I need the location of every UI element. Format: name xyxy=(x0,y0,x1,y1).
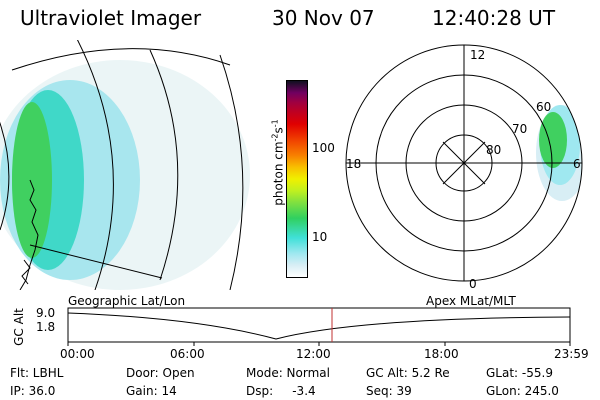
info-mode: Mode: Normal xyxy=(246,366,330,380)
aurora-green xyxy=(12,102,52,258)
info-gc-alt: GC Alt: 5.2 Re xyxy=(366,366,450,380)
polar-aurora-green xyxy=(539,112,567,168)
colorbar-label-main: photon cm xyxy=(271,141,286,206)
grid-arc xyxy=(76,40,114,290)
timeline-y-title: GC Alt xyxy=(12,308,26,346)
polar-label-6: 6 xyxy=(573,157,581,171)
grid-arc xyxy=(29,244,163,279)
grid-arc xyxy=(219,54,244,290)
timeline-x-tick: 12:00 xyxy=(296,347,331,361)
polar-lat-80: 80 xyxy=(486,143,501,157)
info-glon: GLon: 245.0 xyxy=(486,384,559,398)
info-seq: Seq: 39 xyxy=(366,384,412,398)
polar-label-18: 18 xyxy=(346,157,361,171)
coastline xyxy=(21,259,31,285)
colorbar-label: photon cm-2s-1 xyxy=(271,93,286,233)
timeline-x-tick: 23:59 xyxy=(554,347,589,361)
info-glat: GLat: -55.9 xyxy=(486,366,553,380)
colorbar xyxy=(286,80,308,278)
timeline-x-tick: 00:00 xyxy=(60,347,95,361)
info-filter: Flt: LBHL xyxy=(10,366,64,380)
info-gain: Gain: 14 xyxy=(126,384,177,398)
date-label: 30 Nov 07 xyxy=(272,6,375,30)
timeline-left-label: Geographic Lat/Lon xyxy=(68,294,186,308)
colorbar-tick-10: 10 xyxy=(312,230,328,244)
polar-diagonal xyxy=(442,141,486,185)
instrument-title: Ultraviolet Imager xyxy=(20,6,202,30)
timeline-frame xyxy=(67,307,571,343)
altitude-curve xyxy=(67,312,571,340)
info-dsp: Dsp: -3.4 xyxy=(246,384,316,398)
time-label: 12:40:28 UT xyxy=(432,6,556,30)
colorbar-tick-100: 100 xyxy=(312,141,335,155)
polar-plot: 12 18 6 0 60 70 80 xyxy=(345,44,583,291)
timeline-right-label: Apex MLat/MLT xyxy=(426,294,516,308)
info-ip: IP: 36.0 xyxy=(10,384,56,398)
grid-arc xyxy=(149,49,179,281)
grid-arc xyxy=(0,121,10,231)
polar-label-12: 12 xyxy=(470,48,485,62)
info-door: Door: Open xyxy=(126,366,195,380)
timeline-plot xyxy=(67,307,571,346)
timeline-y-tick-bottom: 1.8 xyxy=(36,320,56,334)
geographic-map xyxy=(0,40,250,290)
colorbar-label-s: s xyxy=(271,127,286,134)
coastline xyxy=(19,179,39,290)
timeline-y-tick-top: 9.0 xyxy=(36,306,56,320)
colorbar-label-exp2: -1 xyxy=(270,119,280,128)
polar-label-0: 0 xyxy=(469,277,477,291)
polar-lat-60: 60 xyxy=(536,100,551,114)
grid-arc xyxy=(11,48,231,71)
timeline-x-tick: 18:00 xyxy=(424,347,459,361)
polar-lat-70: 70 xyxy=(512,122,527,136)
timeline-x-tick: 06:00 xyxy=(170,347,205,361)
colorbar-label-exp1: -2 xyxy=(270,133,280,142)
